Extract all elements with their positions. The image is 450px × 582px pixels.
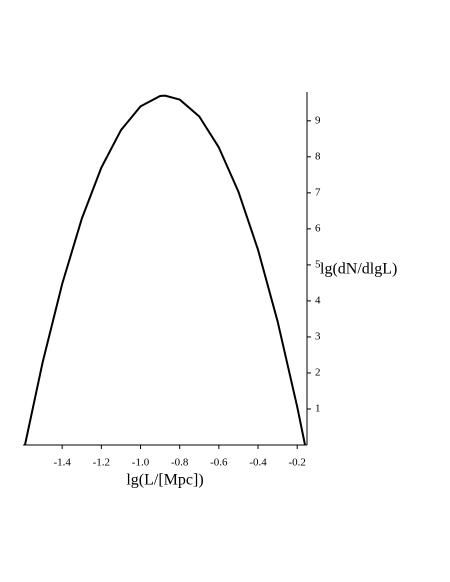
y-tick-label: 1	[315, 403, 321, 415]
x-tick-label: -1.4	[53, 457, 71, 469]
y-tick-label: 5	[315, 258, 321, 270]
x-tick-label: -0.6	[210, 457, 228, 469]
y-axis-label: lg(dN/dlgL)	[320, 261, 397, 278]
y-tick-label: 7	[315, 186, 321, 198]
x-tick-label: -0.2	[288, 457, 305, 469]
x-axis-label: lg(L/[Mpc])	[126, 472, 203, 489]
y-tick-label: 3	[315, 330, 321, 342]
x-tick-label: -0.4	[249, 457, 267, 469]
x-tick-label: -1.2	[93, 457, 110, 469]
x-tick-label: -1.0	[132, 457, 150, 469]
data-line	[23, 94, 307, 446]
y-tick-label: 2	[315, 366, 321, 378]
y-tick-label: 6	[315, 222, 321, 234]
x-tick-label: -0.8	[171, 457, 189, 469]
y-tick-label: 4	[315, 294, 321, 306]
y-tick-label: 8	[315, 150, 321, 162]
y-tick-label: 9	[315, 114, 321, 126]
